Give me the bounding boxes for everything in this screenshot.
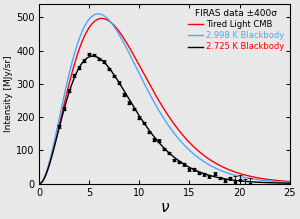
Tired Light CMB [280,180,284,182]
2.725 K Blackbody [235,179,238,182]
Line: 2.998 K Blackbody: 2.998 K Blackbody [40,14,290,184]
X-axis label: ν: ν [160,200,169,215]
Tired Light CMB [51,152,54,154]
Y-axis label: Intensity [MJy/sr]: Intensity [MJy/sr] [4,56,13,132]
2.725 K Blackbody [91,55,94,57]
2.998 K Blackbody [153,102,157,105]
2.725 K Blackbody [160,144,163,147]
Tired Light CMB [38,182,42,185]
2.725 K Blackbody [51,152,54,155]
2.998 K Blackbody [235,174,238,177]
Legend: Tired Light CMB, 2.998 K Blackbody, 2.725 K Blackbody: Tired Light CMB, 2.998 K Blackbody, 2.72… [187,8,285,52]
2.725 K Blackbody [153,136,157,139]
Tired Light CMB [235,171,238,174]
2.725 K Blackbody [281,182,284,184]
Tired Light CMB [153,92,157,95]
Line: Tired Light CMB: Tired Light CMB [40,18,290,184]
2.725 K Blackbody [38,182,42,185]
2.998 K Blackbody [160,113,163,116]
Line: 2.725 K Blackbody: 2.725 K Blackbody [40,56,290,184]
2.725 K Blackbody [288,182,291,185]
2.998 K Blackbody [51,148,54,150]
Tired Light CMB [281,180,284,182]
Tired Light CMB [288,180,291,183]
2.725 K Blackbody [280,182,284,184]
2.998 K Blackbody [288,181,291,184]
2.998 K Blackbody [281,181,284,183]
2.998 K Blackbody [280,181,284,183]
Tired Light CMB [100,17,103,20]
2.998 K Blackbody [38,182,42,185]
2.998 K Blackbody [96,12,100,15]
Tired Light CMB [160,104,163,106]
